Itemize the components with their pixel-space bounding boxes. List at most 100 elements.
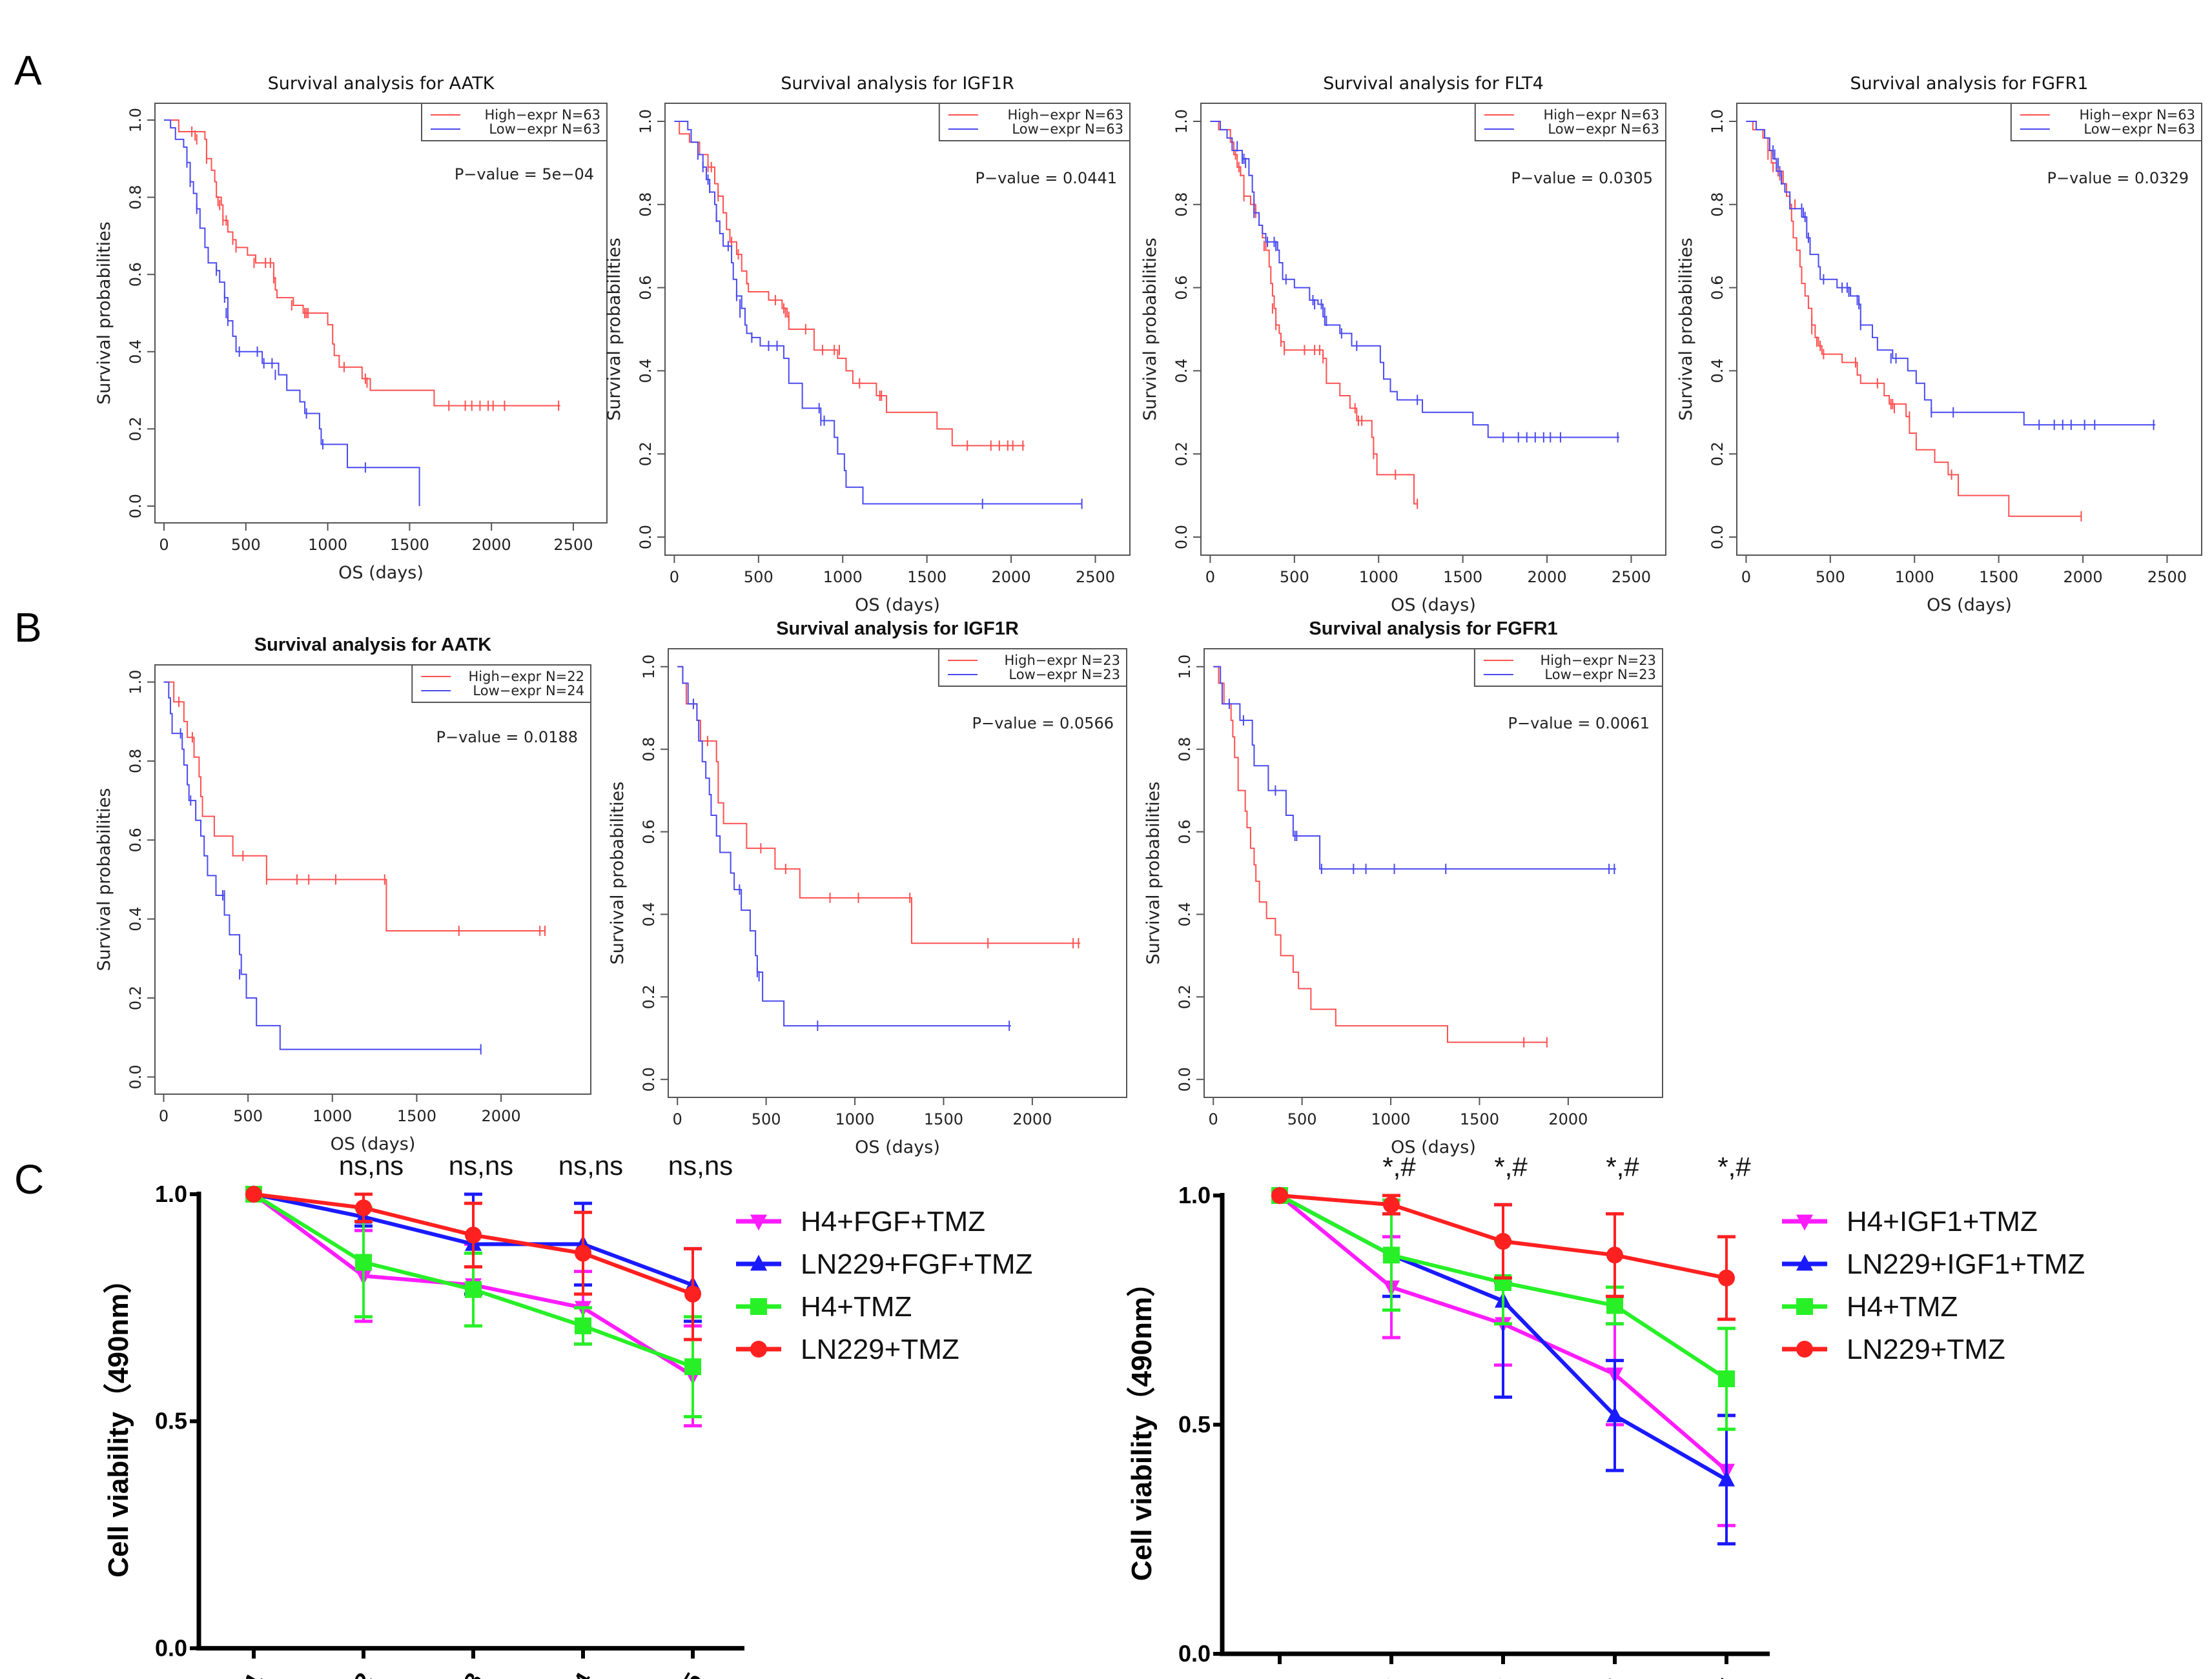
y-tick-label: 0.6 <box>127 828 145 852</box>
chart-title: Survival analysis for IGF1R <box>776 618 1019 639</box>
survival-curve-high <box>674 121 1025 447</box>
marker-square <box>355 1254 372 1271</box>
y-tick-label: 0.2 <box>127 416 145 441</box>
survival-curve-low <box>164 119 420 506</box>
y-tick-label: 0.8 <box>1176 737 1194 762</box>
y-axis-label: Survival probabilities <box>94 788 114 972</box>
x-tick-label: 2000 <box>1548 1110 1588 1128</box>
y-tick-label: 0.0 <box>1708 525 1726 549</box>
survival-curve-high <box>1213 666 1547 1043</box>
survival-curve-low <box>677 666 1011 1027</box>
x-tick-label: 2000 <box>472 536 511 554</box>
legend-box <box>2010 103 2202 141</box>
legend-label: High−expr N=63 <box>2079 107 2195 123</box>
y-tick-label: 0.6 <box>637 276 655 300</box>
x-axis-label: OS (days) <box>331 1134 416 1154</box>
panel-letter-b: B <box>14 604 42 651</box>
y-axis-label: Cell viability（490nm） <box>103 1265 134 1578</box>
y-tick-label: 1.0 <box>155 1181 187 1207</box>
km-chart-b-aatk: Survival analysis for AATK 0.0 0.2 0.4 0.6 0.… <box>94 635 591 1154</box>
y-tick-label: 0.8 <box>1173 192 1191 217</box>
marker-square <box>1606 1297 1623 1314</box>
significance-annotation: ns,ns <box>449 1150 513 1181</box>
x-tick-label: 3 <box>458 1668 488 1679</box>
legend-label: Low−expr N=23 <box>1544 667 1656 682</box>
y-tick-label: 0.2 <box>640 984 658 1009</box>
legend-label: Low−expr N=63 <box>1012 121 1123 137</box>
chart-title: Survival analysis for FGFR1 <box>1850 74 2089 94</box>
survival-curve-high <box>1210 121 1418 505</box>
marker-triangle-up <box>1796 1254 1813 1271</box>
y-tick-label: 1.0 <box>1178 1182 1211 1208</box>
marker-circle <box>1495 1233 1511 1250</box>
y-tick-label: 0.2 <box>127 986 145 1010</box>
y-tick-label: 0.6 <box>127 262 145 287</box>
legend-label: High−expr N=63 <box>1543 107 1659 123</box>
y-tick-label: 0.4 <box>1708 358 1726 383</box>
marker-triangle-down <box>750 1214 767 1231</box>
survival-curve-high <box>1746 121 2082 517</box>
km-chart-a-aatk: Survival analysis for AATK 0.0 0.2 0.4 0.6 0.… <box>94 74 608 583</box>
y-tick-label: 0.4 <box>127 340 145 364</box>
y-tick-label: 0.0 <box>1178 1640 1211 1667</box>
plot-frame <box>1203 648 1663 1098</box>
chart-title: Survival analysis for IGF1R <box>781 74 1014 94</box>
p-value-annotation: P−value = 0.0305 <box>1511 169 1653 187</box>
x-tick-label: 1 <box>1265 1674 1295 1679</box>
marker-circle <box>1718 1269 1735 1287</box>
p-value-annotation: P−value = 0.0188 <box>436 728 578 746</box>
y-tick-label: 1.0 <box>637 109 655 134</box>
x-tick-label: 2 <box>1377 1674 1406 1679</box>
legend-label: LN229+FGF+TMZ <box>801 1248 1032 1280</box>
p-value-annotation: P−value = 0.0441 <box>976 169 1117 187</box>
y-tick-label: 0.2 <box>1176 984 1194 1009</box>
marker-square <box>1718 1370 1735 1387</box>
significance-annotation: *,# <box>1494 1152 1528 1182</box>
legend-label: Low−expr N=63 <box>2084 121 2195 137</box>
legend-label: Low−expr N=23 <box>1009 667 1120 682</box>
y-tick-label: 0.6 <box>1708 276 1726 300</box>
y-axis-label: Survival probabilities <box>94 221 114 405</box>
x-tick-label: 1500 <box>1443 568 1482 586</box>
marker-square <box>1383 1247 1400 1264</box>
legend-label: Low−expr N=24 <box>473 683 584 698</box>
legend-label: High−expr N=63 <box>484 107 600 123</box>
y-axis-label: Cell viability（490nm） <box>1126 1268 1158 1581</box>
legend-label: H4+TMZ <box>801 1291 912 1323</box>
marker-square <box>465 1281 482 1298</box>
km-chart-b-fgfr1: Survival analysis for FGFR1 0.0 0.2 0.4 0.6 0… <box>1143 618 1663 1157</box>
viability-chart-fgf: 0.00.51.012ns,ns3ns,ns4ns,ns5ns,nsDaysCe… <box>103 1150 1032 1679</box>
plot-frame <box>664 103 1131 556</box>
y-tick-label: 1.0 <box>1176 655 1194 679</box>
marker-circle <box>465 1226 482 1244</box>
p-value-annotation: P−value = 0.0566 <box>972 714 1114 732</box>
legend-label: LN229+IGF1+TMZ <box>1847 1248 2085 1280</box>
x-tick-label: 1500 <box>924 1110 963 1128</box>
plot-frame <box>668 648 1127 1098</box>
p-value-annotation: P−value = 0.0329 <box>2047 169 2189 187</box>
marker-circle <box>684 1285 701 1303</box>
y-tick-label: 0.8 <box>637 192 655 217</box>
legend-box <box>1473 648 1663 687</box>
y-axis-label: Survival probabilities <box>604 238 624 421</box>
x-tick-label: 1000 <box>312 1107 352 1125</box>
marker-triangle-up <box>750 1254 767 1271</box>
survival-curve-low <box>163 681 481 1050</box>
x-axis-label: OS (days) <box>1391 595 1476 615</box>
marker-circle <box>1606 1247 1623 1264</box>
y-tick-label: 0.8 <box>127 749 145 773</box>
y-tick-label: 0.0 <box>155 1634 187 1661</box>
marker-triangle-up <box>1606 1406 1623 1423</box>
significance-annotation: ns,ns <box>668 1150 733 1181</box>
y-tick-label: 0.4 <box>1173 358 1191 383</box>
y-tick-label: 0.2 <box>1173 442 1191 466</box>
x-tick-label: 5 <box>1712 1674 1741 1679</box>
y-tick-label: 0.6 <box>1173 276 1191 300</box>
legend-label: H4+TMZ <box>1847 1291 1958 1323</box>
marker-triangle-down <box>1796 1214 1813 1231</box>
km-chart-a-fgfr1: Survival analysis for FGFR1 0.0 0.2 0.4 0.6 0… <box>1676 74 2202 615</box>
marker-square <box>684 1358 701 1376</box>
y-tick-label: 0.4 <box>127 907 145 931</box>
panel-letter-a: A <box>14 47 42 94</box>
y-tick-label: 0.6 <box>1176 819 1194 844</box>
